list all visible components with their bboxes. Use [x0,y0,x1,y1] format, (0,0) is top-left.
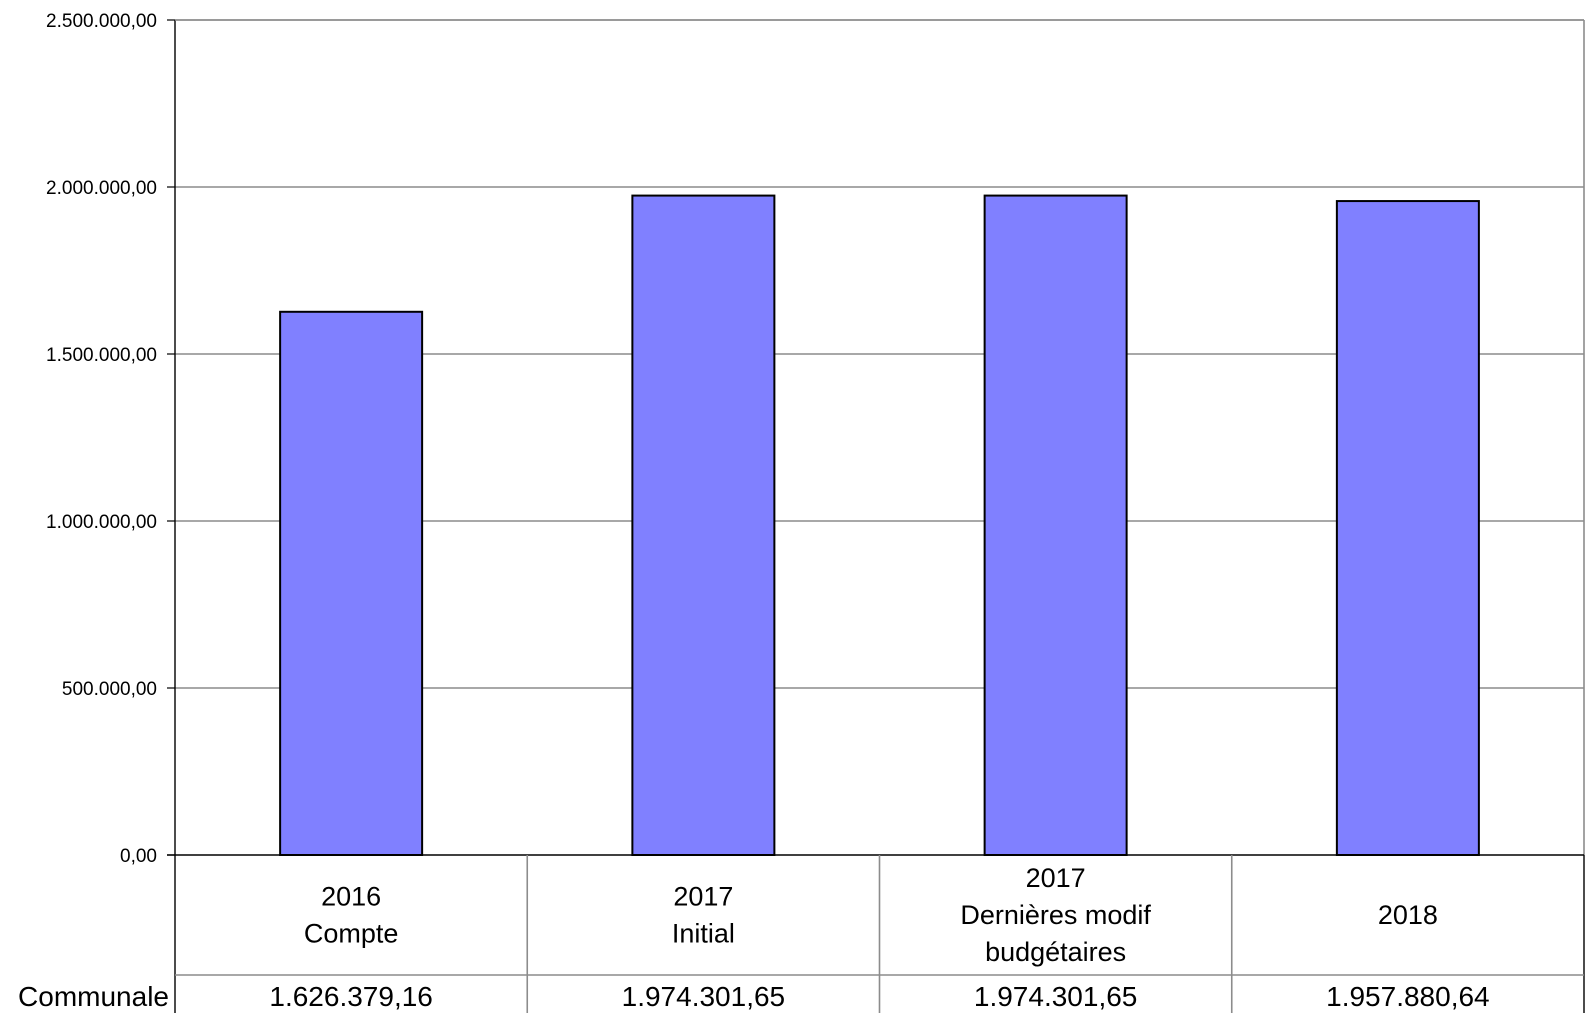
y-tick-label: 2.000.000,00 [46,178,157,199]
y-tick-label: 2.500.000,00 [46,11,157,32]
x-category-label-line: Compte [304,919,399,949]
y-tick-label: 0,00 [120,846,157,867]
x-category-label: 2016 Compte [304,882,399,949]
bar [1335,200,1480,856]
x-category-label-line: Dernières modif [960,900,1151,930]
bar [279,310,424,856]
data-table-value: 1.974.301,65 [622,981,786,1012]
x-category-label-line: 2018 [1378,900,1438,930]
y-tick-label: 1.500.000,00 [46,345,157,366]
bar [631,194,776,856]
x-category-label-line: 2017 [673,882,733,912]
x-category-label-line: Initial [672,919,735,949]
y-axis-tick-labels: 0,00 500.000,00 1.000.000,00 1.500.000,00 2.… [46,11,157,867]
x-category-label-line: budgétaires [985,937,1126,967]
x-category-label: 2018 [1378,900,1438,930]
data-table-value: 1.957.880,64 [1326,981,1490,1012]
data-table-value: 1.974.301,65 [974,981,1138,1012]
x-category-label-line: 2016 [321,882,381,912]
data-table-value: 1.626.379,16 [269,981,433,1012]
x-category-label-line: 2017 [1026,863,1086,893]
bar [983,194,1128,856]
axes [167,19,1585,1013]
bars [279,194,1480,856]
y-tick-label: 1.000.000,00 [46,512,157,533]
data-table: 2016 Compte 2017 Initial 2017 Dernières modif… [18,855,1585,1013]
series-row-label: Communale [18,981,169,1012]
x-category-label: 2017 Dernières modif budgétaires [960,863,1151,967]
y-tick-label: 500.000,00 [62,679,157,700]
x-category-label: 2017 Initial [672,882,735,949]
